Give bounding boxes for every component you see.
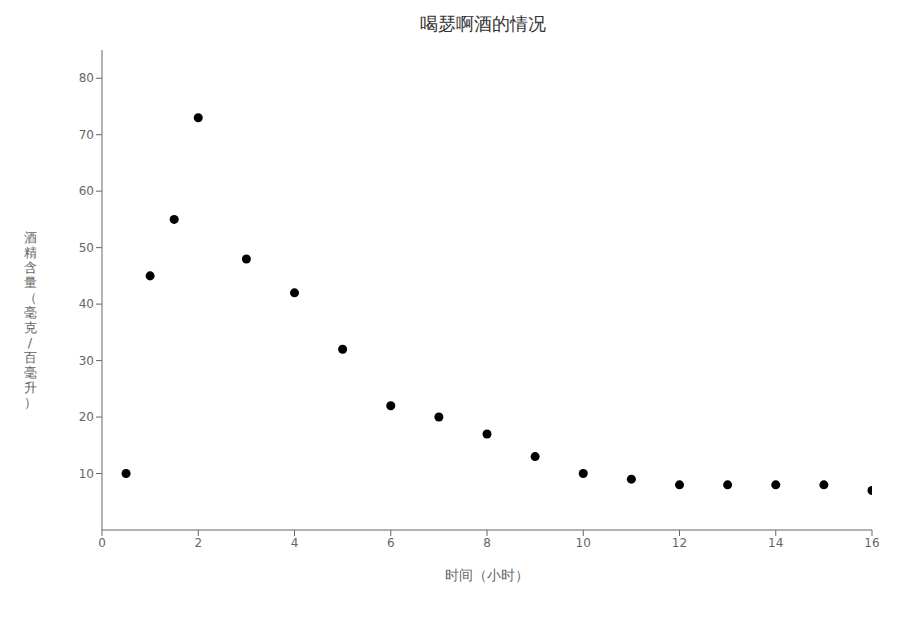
svg-text:8: 8 xyxy=(483,536,491,550)
html-text:含: 含 xyxy=(23,260,37,275)
html-text:克: 克 xyxy=(23,320,37,335)
html-text:量: 量 xyxy=(23,275,37,290)
svg-text:4: 4 xyxy=(291,536,299,550)
html-text:百: 百 xyxy=(23,350,37,365)
svg-text:时间（小时）: 时间（小时） xyxy=(445,567,529,583)
svg-text:10: 10 xyxy=(576,536,591,550)
svg-text:6: 6 xyxy=(387,536,395,550)
html-text:毫: 毫 xyxy=(23,365,37,380)
svg-text:80: 80 xyxy=(79,71,94,85)
svg-text:40: 40 xyxy=(79,297,94,311)
svg-text:70: 70 xyxy=(79,128,94,142)
html-text:毫: 毫 xyxy=(23,305,37,320)
html-text:酒: 酒 xyxy=(23,230,37,245)
html-text:升: 升 xyxy=(23,380,37,395)
svg-text:2: 2 xyxy=(194,536,202,550)
svg-text:16: 16 xyxy=(864,536,879,550)
svg-text:20: 20 xyxy=(79,410,94,424)
svg-text:50: 50 xyxy=(79,241,94,255)
svg-text:12: 12 xyxy=(672,536,687,550)
html-text:喝瑟啊酒的情况: 喝瑟啊酒的情况 xyxy=(420,13,546,34)
svg-text:60: 60 xyxy=(79,184,94,198)
svg-text:10: 10 xyxy=(79,467,94,481)
svg-text:30: 30 xyxy=(79,354,94,368)
svg-text:14: 14 xyxy=(768,536,783,550)
svg-text:0: 0 xyxy=(98,536,106,550)
html-text:精: 精 xyxy=(23,245,37,260)
